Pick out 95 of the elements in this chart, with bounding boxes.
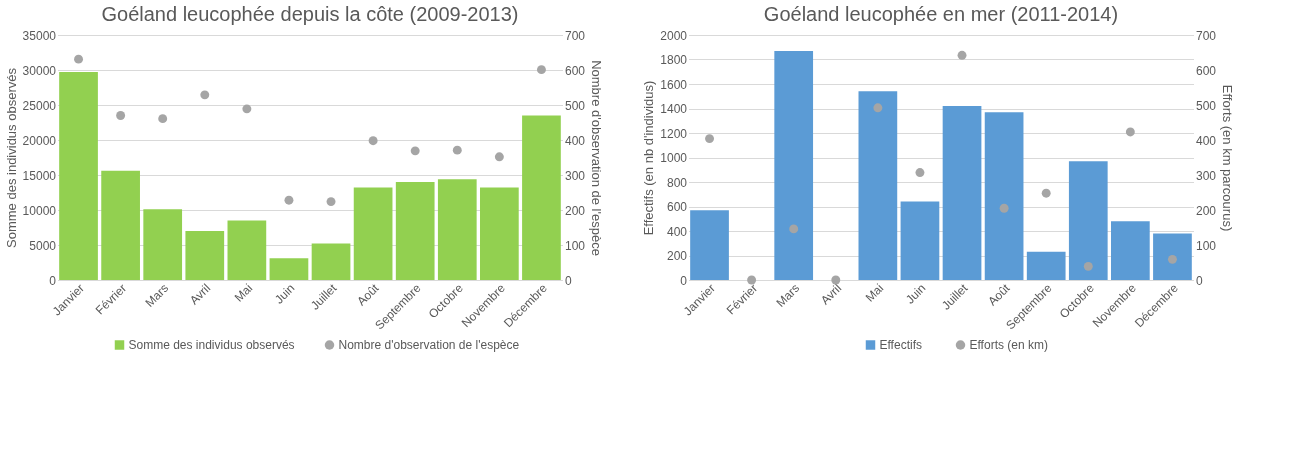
bar: [269, 258, 309, 280]
y2-tick-label: 500: [564, 98, 586, 113]
chart-title: Goéland leucophée depuis la côte (2009-2013): [101, 3, 519, 25]
y-tick-label: 5000: [29, 238, 57, 253]
y-tick-label: 25000: [22, 98, 57, 113]
y-axis-title: Effectifs (en nb d'individus): [641, 80, 657, 236]
y2-tick-label: 0: [564, 273, 572, 288]
point: [1125, 127, 1135, 137]
point: [1167, 254, 1177, 264]
point: [999, 203, 1009, 213]
bar: [774, 50, 814, 280]
point: [326, 197, 336, 207]
point: [410, 146, 420, 156]
bar: [59, 72, 98, 280]
bar: [690, 210, 729, 280]
point: [1083, 261, 1093, 271]
point: [368, 136, 378, 146]
point: [494, 152, 504, 162]
x-tick-label: Juin: [902, 281, 929, 307]
y-tick-label: 1000: [660, 151, 688, 165]
bar: [858, 91, 898, 280]
y2-tick-label: 0: [1195, 273, 1203, 288]
bar: [1068, 161, 1108, 280]
y-tick-label: 800: [666, 175, 688, 190]
point: [452, 145, 462, 155]
y-tick-label: 30000: [22, 63, 57, 78]
bar: [984, 112, 1024, 280]
y-tick-label: 600: [666, 200, 688, 214]
point: [705, 134, 714, 144]
legend-label: Effectifs: [879, 338, 922, 352]
bar: [522, 115, 561, 280]
bar: [1111, 221, 1150, 280]
y-tick-label: 400: [666, 224, 688, 239]
y-tick-label: 0: [680, 273, 688, 288]
y-tick-label: 1600: [660, 77, 688, 92]
y2-tick-label: 400: [564, 133, 586, 148]
y-tick-label: 2000: [660, 28, 688, 43]
y-tick-label: 20000: [22, 133, 57, 148]
legend-label: Efforts (en km): [969, 338, 1048, 352]
y-tick-label: 1800: [660, 53, 688, 67]
point: [116, 111, 126, 120]
y-tick-label: 1200: [660, 126, 688, 141]
y2-tick-label: 700: [564, 28, 586, 43]
y-tick-label: 1400: [660, 102, 688, 116]
chart-title: Goéland leucophée en mer (2011-2014): [763, 3, 1119, 25]
y2-tick-label: 400: [1195, 133, 1217, 148]
y2-axis-title: Efforts (en km parcourus): [1220, 84, 1236, 232]
bar: [1153, 233, 1192, 280]
point: [789, 224, 799, 234]
bar: [480, 187, 519, 280]
y2-tick-label: 300: [564, 168, 586, 183]
bar: [101, 170, 140, 280]
y2-tick-label: 300: [1195, 168, 1217, 183]
bar: [185, 231, 225, 280]
y2-tick-label: 700: [1195, 28, 1217, 43]
bar: [1026, 251, 1066, 280]
point: [284, 195, 294, 205]
bar: [395, 182, 435, 280]
point: [1041, 188, 1051, 198]
point: [831, 275, 841, 285]
y2-axis-title: Nombre d'observation de l'espèce: [589, 60, 605, 256]
y-tick-label: 35000: [22, 28, 57, 43]
point: [242, 104, 252, 114]
point: [873, 103, 883, 113]
bar: [353, 187, 393, 280]
bar: [942, 106, 982, 280]
y2-tick-label: 600: [564, 63, 586, 78]
bar: [437, 179, 477, 280]
point: [158, 114, 168, 124]
y2-tick-label: 500: [1195, 98, 1217, 113]
y2-tick-label: 600: [1195, 63, 1217, 78]
y2-tick-label: 200: [1195, 203, 1217, 218]
y-tick-label: 200: [666, 249, 688, 263]
legend-label: Nombre d'observation de l'espèce: [338, 338, 520, 352]
bar: [143, 209, 183, 280]
y2-tick-label: 100: [1195, 238, 1217, 253]
bar: [227, 220, 267, 280]
y2-tick-label: 100: [564, 238, 586, 253]
bar: [311, 243, 351, 280]
y2-tick-label: 200: [564, 203, 586, 218]
y-tick-label: 10000: [22, 203, 57, 218]
point: [747, 275, 757, 285]
x-tick-label: Mai: [862, 281, 887, 305]
point: [957, 50, 967, 60]
y-tick-label: 0: [49, 273, 57, 288]
x-tick-label: Juin: [271, 281, 298, 307]
x-tick-label: Mai: [231, 281, 256, 305]
point: [74, 54, 83, 64]
y-tick-label: 15000: [22, 168, 57, 183]
point: [915, 168, 925, 178]
bar: [900, 201, 940, 280]
point: [536, 65, 546, 75]
legend-label: Somme des individus observés: [128, 338, 295, 352]
point: [200, 90, 210, 100]
y-axis-title: Somme des individus observés: [3, 67, 19, 248]
